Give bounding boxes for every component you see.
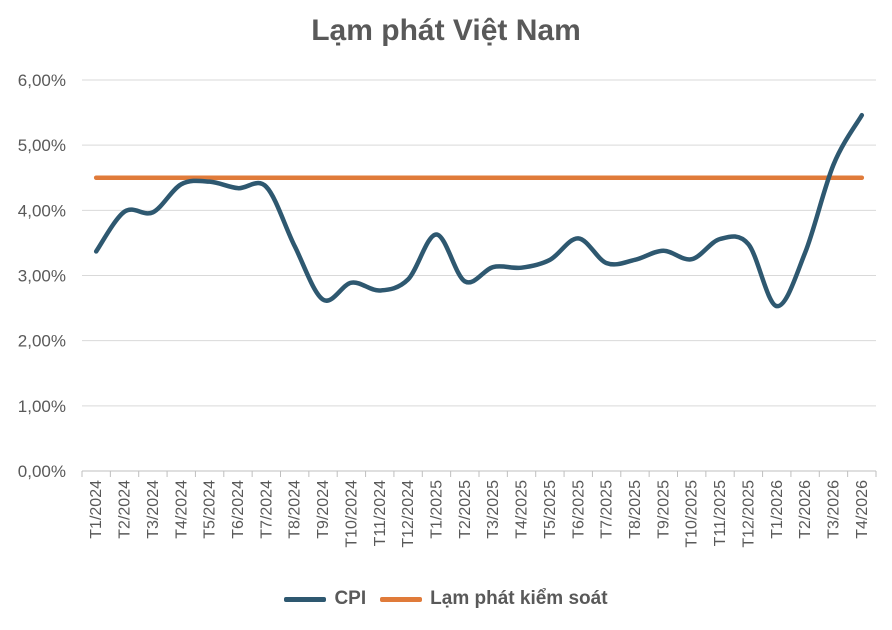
series-line-cpi [93, 112, 865, 309]
x-tick-label-3: T4/2024 [173, 480, 190, 539]
x-tick-label-15: T4/2025 [514, 480, 531, 539]
legend-label-target: Lạm phát kiểm soát [430, 588, 608, 609]
legend-label-cpi: CPI [334, 588, 367, 609]
legend-item-target: Lạm phát kiểm soát [380, 588, 608, 610]
y-tick-label-1: 1,00% [18, 397, 66, 416]
legend-swatch-cpi [284, 596, 327, 602]
x-tick-label-6: T7/2024 [258, 480, 275, 539]
x-tick-label-8: T9/2024 [315, 480, 332, 539]
x-tick-label-18: T7/2025 [599, 480, 616, 539]
x-tick-label-14: T3/2025 [485, 480, 502, 539]
legend-swatch-target [380, 596, 423, 602]
legend-item-cpi: CPI [284, 588, 366, 610]
x-tick-label-24: T1/2026 [769, 480, 786, 539]
y-tick-label-4: 4,00% [18, 201, 66, 220]
chart-title: Lạm phát Việt Nam [311, 14, 581, 47]
x-tick-label-22: T11/2025 [712, 480, 729, 547]
x-tick-label-4: T5/2024 [202, 480, 219, 539]
x-tick-label-11: T12/2024 [400, 480, 417, 548]
x-tick-label-17: T6/2025 [570, 480, 587, 539]
x-tick-label-16: T5/2025 [542, 480, 559, 539]
x-tick-label-9: T10/2024 [343, 480, 360, 548]
x-tick-label-12: T1/2025 [428, 480, 445, 539]
y-tick-label-0: 0,00% [18, 462, 66, 481]
x-tick-label-27: T4/2026 [854, 480, 871, 539]
x-tick-label-1: T2/2024 [117, 480, 134, 539]
y-tick-label-2: 2,00% [18, 332, 66, 351]
x-tick-label-0: T1/2024 [88, 480, 105, 539]
x-tick-label-10: T11/2024 [372, 480, 389, 547]
x-tick-label-5: T6/2024 [230, 480, 247, 539]
x-tick-label-13: T2/2025 [457, 480, 474, 539]
x-tick-label-19: T8/2025 [627, 480, 644, 539]
y-tick-label-3: 3,00% [18, 267, 66, 286]
y-tick-label-6: 6,00% [18, 71, 66, 90]
y-tick-label-5: 5,00% [18, 136, 66, 155]
x-tick-label-23: T12/2025 [740, 480, 757, 548]
x-tick-label-2: T3/2024 [145, 480, 162, 539]
x-tick-label-26: T3/2026 [825, 480, 842, 539]
x-tick-label-20: T9/2025 [655, 480, 672, 539]
x-tick-label-7: T8/2024 [287, 480, 304, 539]
legend: CPI Lạm phát kiểm soát [0, 588, 892, 610]
x-tick-label-21: T10/2025 [684, 480, 701, 548]
x-tick-label-25: T2/2026 [797, 480, 814, 539]
